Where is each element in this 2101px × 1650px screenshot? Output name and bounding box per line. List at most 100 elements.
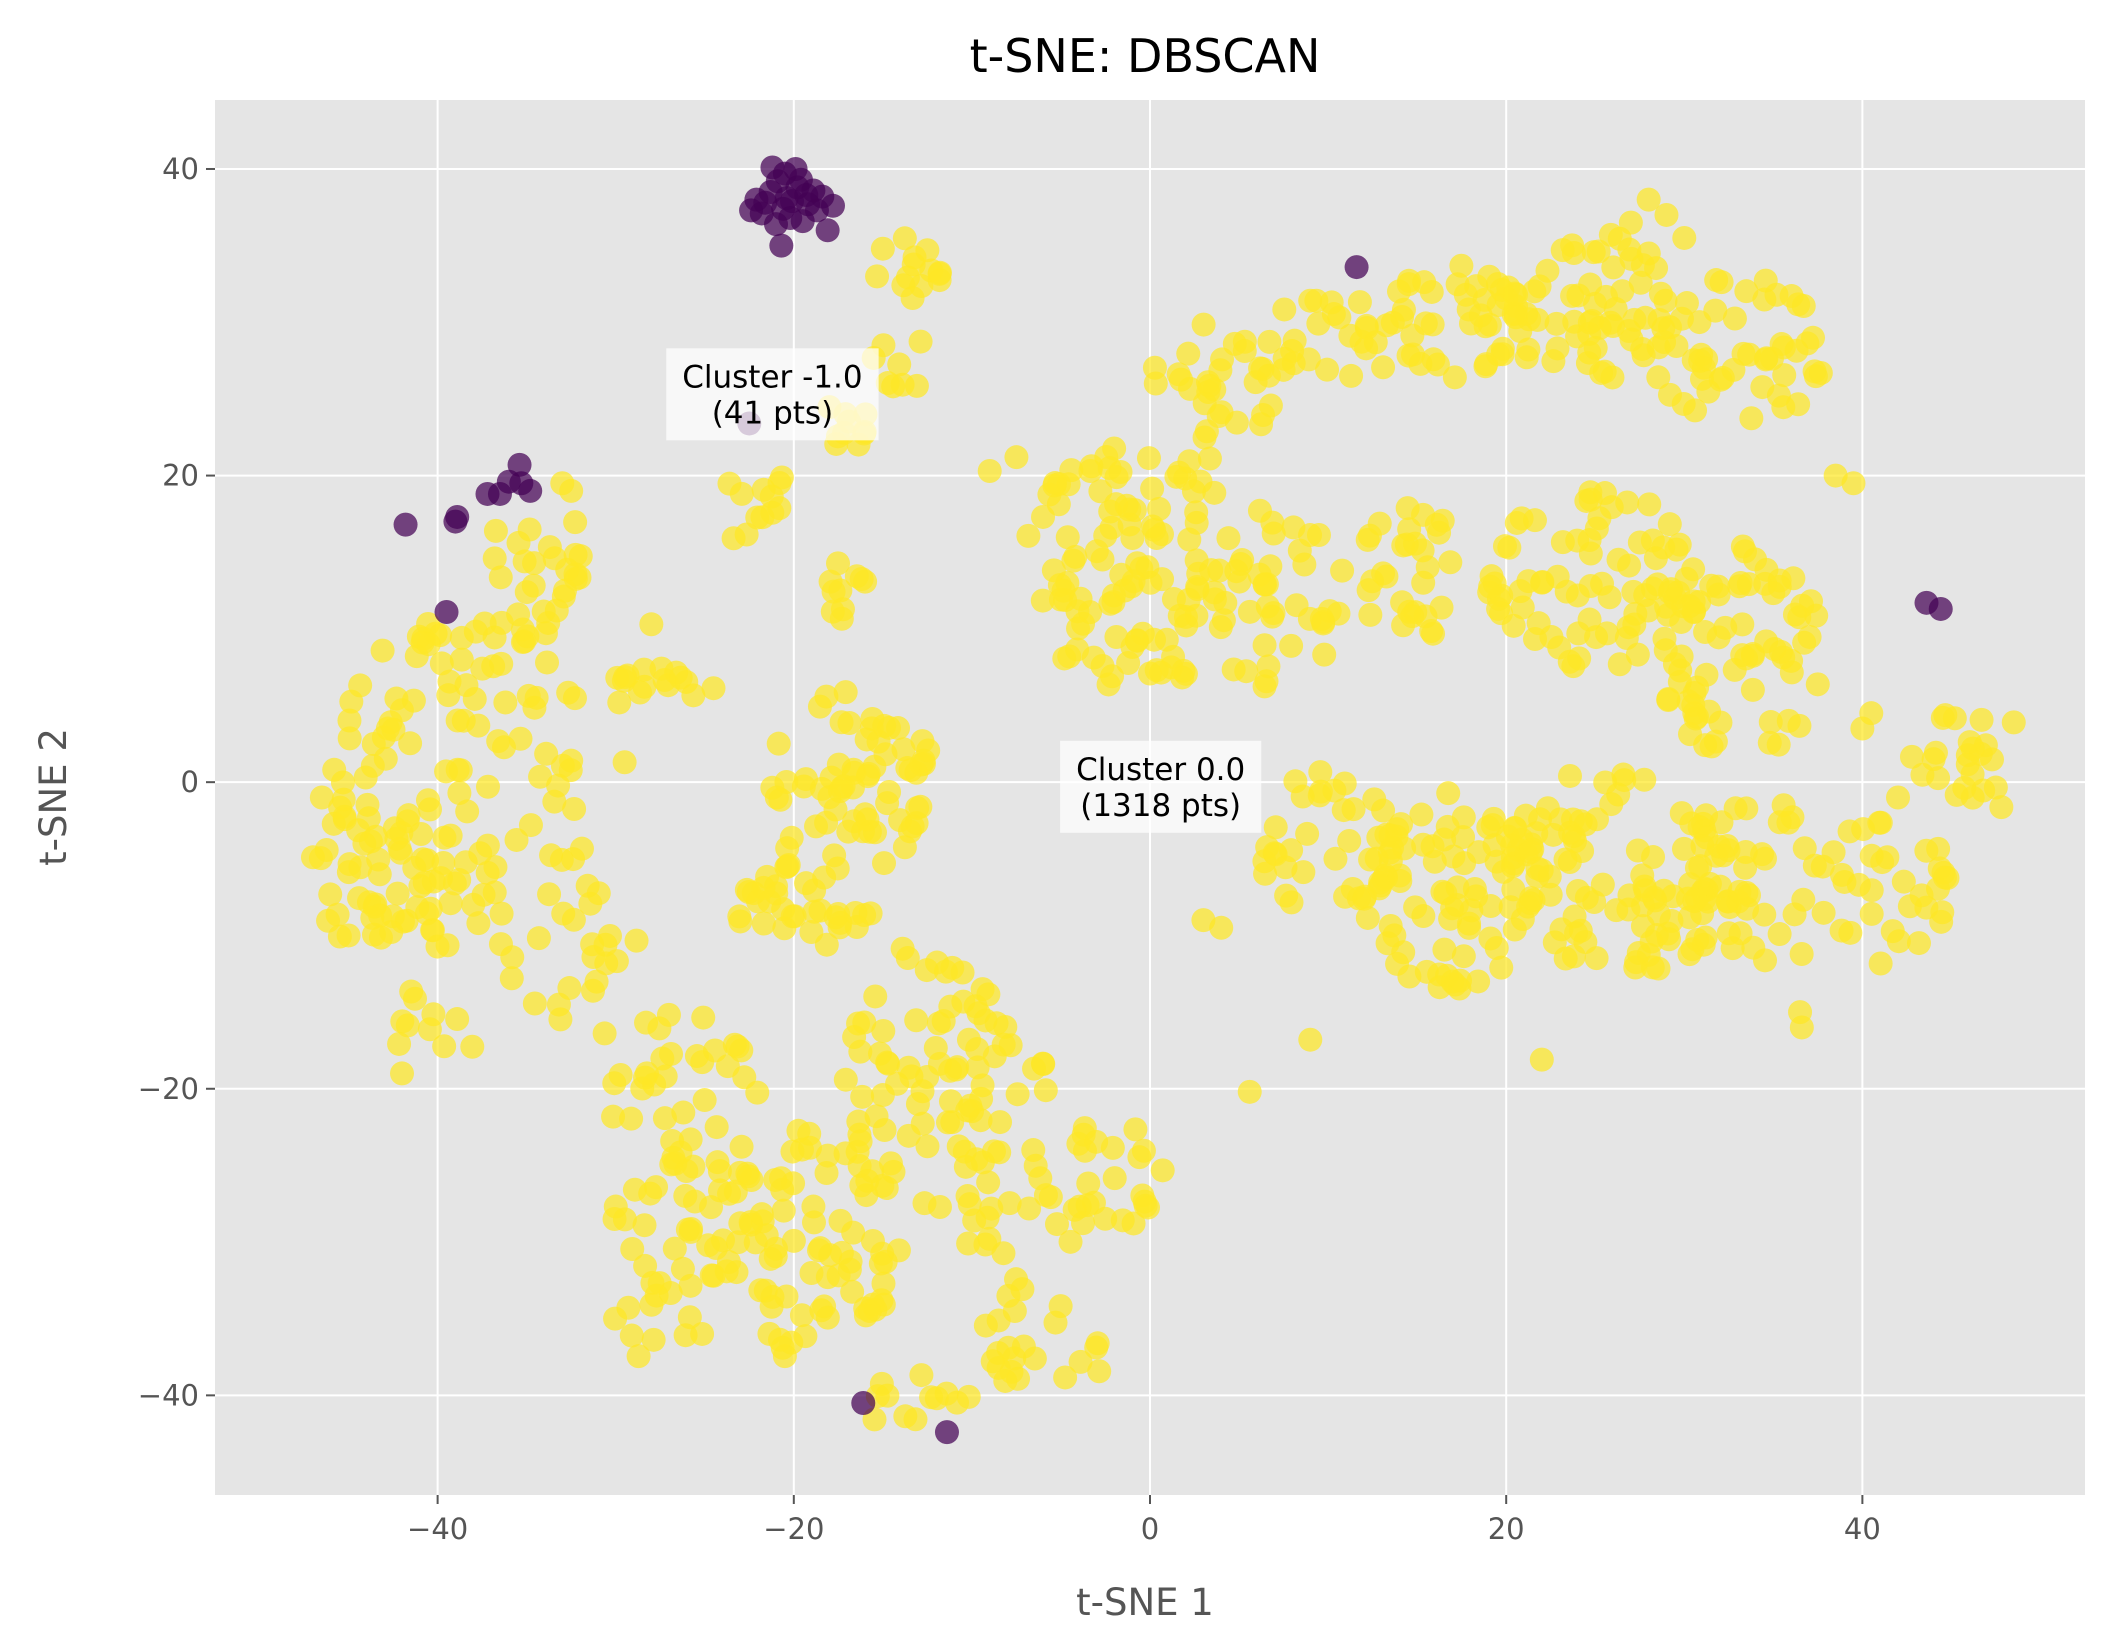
cluster-0-point <box>1451 944 1476 969</box>
cluster-0-point <box>1516 894 1541 919</box>
cluster-0-point <box>537 882 562 907</box>
cluster-0-point <box>1482 833 1507 858</box>
cluster-noise-point <box>753 190 778 215</box>
cluster-0-point <box>945 1055 970 1080</box>
cluster-0-point <box>659 1041 684 1066</box>
cluster-0-point <box>703 1038 728 1063</box>
cluster-0-point <box>1093 523 1118 548</box>
cluster-0-point <box>671 1100 696 1125</box>
cluster-0-point <box>1672 225 1697 250</box>
cluster-0-point <box>402 986 427 1011</box>
cluster-0-point <box>563 510 588 535</box>
cluster-0-point <box>1535 796 1560 821</box>
cluster-0-point <box>771 1198 796 1223</box>
cluster-0-point <box>1140 476 1165 501</box>
cluster-0-point <box>1234 659 1259 684</box>
cluster-0-point <box>318 882 343 907</box>
cluster-0-point <box>1315 357 1340 382</box>
cluster-0-point <box>551 901 576 926</box>
cluster-0-point <box>1703 298 1728 323</box>
cluster-0-point <box>1503 305 1528 330</box>
cluster-0-point <box>1776 810 1801 835</box>
cluster-noise-point <box>518 478 543 503</box>
cluster-0-point <box>1640 528 1665 553</box>
cluster-0-point <box>1209 915 1234 940</box>
cluster-0-point <box>528 764 553 789</box>
cluster-0-point <box>1790 593 1815 618</box>
cluster-0-point <box>438 891 463 916</box>
cluster-0-point <box>1058 1229 1083 1254</box>
cluster-0-point <box>904 1008 929 1033</box>
cluster-0-point <box>1150 567 1175 592</box>
cluster-0-point <box>826 551 851 576</box>
cluster-0-point <box>632 674 657 699</box>
cluster-0-point <box>1669 644 1694 669</box>
cluster-0-point <box>1347 290 1372 315</box>
cluster-noise-point <box>769 233 794 258</box>
cluster-0-point <box>1358 847 1383 872</box>
cluster-noise-point <box>851 1391 876 1416</box>
cluster-0-point <box>844 915 869 940</box>
cluster-0-point <box>1802 853 1827 878</box>
cluster-0-point <box>1584 807 1609 832</box>
cluster-0-point <box>504 827 529 852</box>
cluster-0-point <box>548 1007 573 1032</box>
cluster-0-point <box>1545 564 1570 589</box>
cluster-0-point <box>842 760 867 785</box>
cluster-0-point <box>1664 537 1689 562</box>
cluster-0-point <box>470 656 495 681</box>
cluster-0-point <box>1252 633 1277 658</box>
cluster-0-point <box>1989 795 2014 820</box>
cluster-0-point <box>575 873 600 898</box>
cluster-0-point <box>1282 328 1307 353</box>
cluster-0-point <box>631 657 656 682</box>
cluster-0-point <box>1462 877 1487 902</box>
cluster-0-point <box>870 236 895 261</box>
cluster-0-point <box>1736 572 1761 597</box>
cluster-0-point <box>1100 1135 1125 1160</box>
y-tick-label: 20 <box>162 459 199 493</box>
cluster-0-point <box>1395 496 1420 521</box>
cluster-0-point <box>751 911 776 936</box>
cluster-0-point <box>1630 863 1655 888</box>
cluster-0-point <box>1696 379 1721 404</box>
cluster-0-point <box>390 1061 414 1086</box>
cluster-0-point <box>1632 767 1657 792</box>
cluster-0-point <box>1541 349 1566 374</box>
cluster-0-point <box>384 826 409 851</box>
cluster-0-point <box>432 1034 457 1059</box>
cluster-0-point <box>1312 642 1337 667</box>
cluster-0-point <box>1260 510 1285 535</box>
cluster-0-point <box>988 1110 1013 1135</box>
cluster-0-point <box>1538 882 1563 907</box>
cluster-0-point <box>1131 1138 1156 1163</box>
cluster-0-point <box>1451 825 1476 850</box>
cluster-0-point <box>1553 946 1578 971</box>
cluster-0-point <box>1671 836 1696 861</box>
cluster-0-point <box>1458 311 1483 336</box>
cluster-0-point <box>1004 1267 1029 1292</box>
cluster-0-point <box>1161 644 1186 669</box>
cluster-0-point <box>1734 279 1759 304</box>
cluster-0-point <box>1891 869 1916 894</box>
cluster-0-point <box>1693 620 1718 645</box>
cluster-0-point <box>1489 955 1514 980</box>
cluster-0-point <box>385 881 410 906</box>
cluster-0-point <box>429 651 454 676</box>
x-tick-label: 0 <box>1141 1512 1159 1546</box>
cluster-0-point <box>1766 732 1791 757</box>
cluster-0-point <box>987 1140 1012 1165</box>
cluster-0-point <box>1087 1359 1112 1384</box>
cluster-0-point <box>1427 975 1452 1000</box>
cluster-0-point <box>779 825 804 850</box>
cluster-0-point <box>387 1031 412 1056</box>
cluster-0-point <box>581 945 606 970</box>
cluster-0-point <box>325 902 350 927</box>
cluster-0-point <box>1652 626 1677 651</box>
cluster-0-point <box>309 785 334 810</box>
cluster-0-point <box>986 1308 1011 1333</box>
cluster-0-point <box>1478 894 1503 919</box>
cluster-0-point <box>728 909 753 934</box>
y-tick-label: −20 <box>138 1072 199 1106</box>
cluster-0-point <box>923 1036 948 1061</box>
